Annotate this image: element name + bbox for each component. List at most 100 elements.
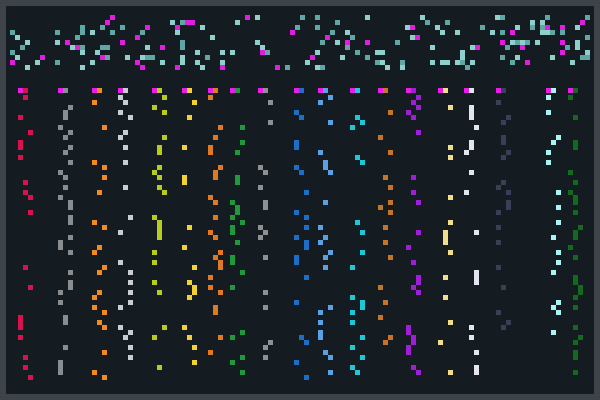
pixel <box>469 105 474 110</box>
pixel <box>55 30 60 35</box>
pixel <box>340 55 345 60</box>
pixel <box>118 88 123 93</box>
pixel <box>235 175 240 180</box>
pixel <box>125 55 130 60</box>
pixel <box>551 270 556 275</box>
pixel <box>560 40 565 45</box>
pixel <box>496 88 501 93</box>
pixel <box>258 185 263 190</box>
pixel <box>157 185 162 190</box>
pixel <box>350 35 355 40</box>
pixel <box>180 20 185 25</box>
pixel <box>97 245 102 250</box>
pixel <box>18 315 23 320</box>
pixel <box>23 265 28 270</box>
pixel <box>416 95 421 100</box>
pixel <box>118 260 123 265</box>
pixel <box>294 88 299 93</box>
pixel <box>175 30 180 35</box>
pixel <box>345 40 350 45</box>
pixel <box>68 215 73 220</box>
pixel <box>294 165 299 170</box>
pixel <box>546 160 551 165</box>
pixel <box>97 320 102 325</box>
pixel <box>299 335 304 340</box>
pixel <box>145 55 150 60</box>
pixel <box>469 110 474 115</box>
pixel <box>128 345 133 350</box>
pixel <box>448 220 453 225</box>
pixel <box>328 355 333 360</box>
pixel <box>304 275 309 280</box>
pixel <box>35 60 40 65</box>
pixel <box>75 45 80 50</box>
pixel <box>560 30 565 35</box>
pixel <box>573 115 578 120</box>
pixel <box>360 305 365 310</box>
pixel <box>18 335 23 340</box>
pixel <box>218 165 223 170</box>
pixel <box>18 115 23 120</box>
pixel <box>123 100 128 105</box>
pixel <box>318 330 323 335</box>
pixel <box>218 265 223 270</box>
pixel <box>410 35 415 40</box>
pixel <box>573 275 578 280</box>
pixel <box>68 250 73 255</box>
pixel <box>102 375 107 380</box>
pixel <box>304 240 309 245</box>
pixel <box>530 20 535 25</box>
pixel <box>495 15 500 20</box>
pixel <box>185 20 190 25</box>
pixel <box>469 88 474 93</box>
pixel <box>430 60 435 65</box>
pixel <box>551 88 556 93</box>
pixel <box>240 125 245 130</box>
pixel <box>123 88 128 93</box>
pixel <box>123 185 128 190</box>
pixel <box>310 55 315 60</box>
pixel <box>315 50 320 55</box>
pixel <box>388 335 393 340</box>
pixel <box>350 320 355 325</box>
pixel <box>162 325 167 330</box>
pixel <box>360 355 365 360</box>
pixel <box>438 340 443 345</box>
pixel <box>383 240 388 245</box>
pixel <box>520 45 525 50</box>
pixel <box>218 290 223 295</box>
pixel <box>290 30 295 35</box>
pixel <box>540 25 545 30</box>
pixel <box>152 88 157 93</box>
pixel <box>406 350 411 355</box>
pixel <box>230 360 235 365</box>
pixel <box>443 88 448 93</box>
pixel <box>208 145 213 150</box>
pixel <box>28 195 33 200</box>
pixel <box>299 170 304 175</box>
pixel <box>162 110 167 115</box>
pixel <box>475 45 480 50</box>
pixel <box>140 55 145 60</box>
pixel <box>469 335 474 340</box>
pixel <box>157 365 162 370</box>
pixel <box>25 40 30 45</box>
pixel <box>575 40 580 45</box>
pixel <box>123 130 128 135</box>
pixel <box>573 145 578 150</box>
pixel <box>375 50 380 55</box>
pixel <box>573 230 578 235</box>
pixel <box>573 295 578 300</box>
pixel <box>80 50 85 55</box>
pixel <box>318 225 323 230</box>
pixel <box>10 60 15 65</box>
pixel <box>355 220 360 225</box>
pixel <box>157 88 162 93</box>
pixel <box>90 30 95 35</box>
pixel <box>573 340 578 345</box>
pixel <box>260 50 265 55</box>
pixel <box>510 30 515 35</box>
pixels <box>10 15 590 380</box>
pixel <box>410 25 415 30</box>
pixel <box>388 150 393 155</box>
